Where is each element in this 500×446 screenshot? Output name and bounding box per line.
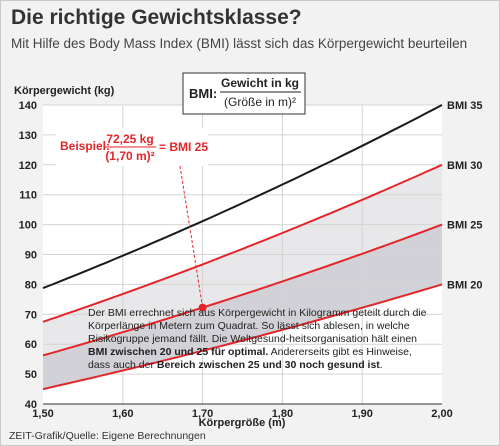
series-label-bmi-35: BMI 35 [447,100,482,112]
chart-title: Die richtige Gewichtsklasse? [11,6,302,29]
y-tick-label: 130 [19,130,37,142]
note-bold-1: BMI zwischen 20 und 25 für optimal. [88,346,269,358]
series-label-bmi-25: BMI 25 [447,220,482,232]
y-tick-label: 40 [25,399,37,411]
bmi-bands [43,164,442,390]
example-point [198,303,207,312]
chart-subtitle: Mit Hilfe des Body Mass Index (BMI) läss… [11,36,468,51]
note-text-2: Andererseits gibt es Hinweise, dass auch… [88,346,412,371]
y-tick-label: 120 [19,160,37,172]
band-bmi-25-30 [43,164,442,356]
note-text-1: Der BMI errechnet sich aus Körpergewicht… [88,307,427,345]
explanation-text: Der BMI errechnet sich aus Körpergewicht… [88,307,428,372]
y-tick-label: 100 [19,220,37,232]
y-tick-label: 90 [25,250,37,262]
note-text-3: . [379,359,383,371]
example-denominator: (1,70 m)² [105,149,154,163]
x-tick-label: 2,00 [431,408,452,420]
x-tick-label: 1,90 [351,408,372,420]
curve-bmi-30 [42,163,443,323]
note-bold-2: Bereich zwischen 25 und 30 noch gesund i… [156,359,380,371]
series-label-bmi-20: BMI 20 [447,279,482,291]
y-tick-label: 140 [19,100,37,112]
series-label-bmi-30: BMI 30 [447,160,482,172]
y-axis-ticks: 40 50 60 70 80 90 100 110 120 130 140 [19,100,37,411]
x-axis-label: Körpergröße (m) [199,417,286,429]
series-labels: BMI 35 BMI 30 BMI 25 BMI 20 [447,100,482,291]
example-leader-line [179,165,204,308]
example-annotation: Beispiel: 72,25 kg (1,70 m)² = BMI 25 [56,128,208,312]
curve-bmi-20 [42,283,443,391]
source-credit: ZEIT-Grafik/Quelle: Eigene Berechnungen [9,430,206,442]
x-tick-label: 1,50 [32,408,53,420]
x-tick-label: 1,60 [112,408,133,420]
example-numerator: 72,25 kg [106,132,153,146]
formula-numerator: Gewicht in kg [221,76,299,90]
x-tick-label: 1,80 [272,408,293,420]
formula-label: BMI: [189,86,217,101]
formula-denominator: (Größe in m)² [224,95,296,109]
y-axis-label: Körpergewicht (kg) [14,85,115,97]
y-tick-label: 110 [19,190,37,202]
curve-bmi-35 [42,104,443,290]
x-axis-ticks: 1,50 1,60 1,70 1,80 1,90 2,00 [32,408,452,420]
band-bmi-20-25 [43,224,442,390]
example-result: = BMI 25 [159,140,208,154]
x-tick-label: 1,70 [192,408,213,420]
y-tick-label: 60 [25,339,37,351]
y-tick-label: 70 [25,309,37,321]
example-label: Beispiel: [60,139,110,153]
bmi-curves [42,104,443,391]
curve-bmi-25 [42,223,443,357]
formula-box: BMI: Gewicht in kg (Größe in m)² [182,72,306,115]
y-tick-label: 50 [25,369,37,381]
y-tick-label: 80 [25,279,37,291]
